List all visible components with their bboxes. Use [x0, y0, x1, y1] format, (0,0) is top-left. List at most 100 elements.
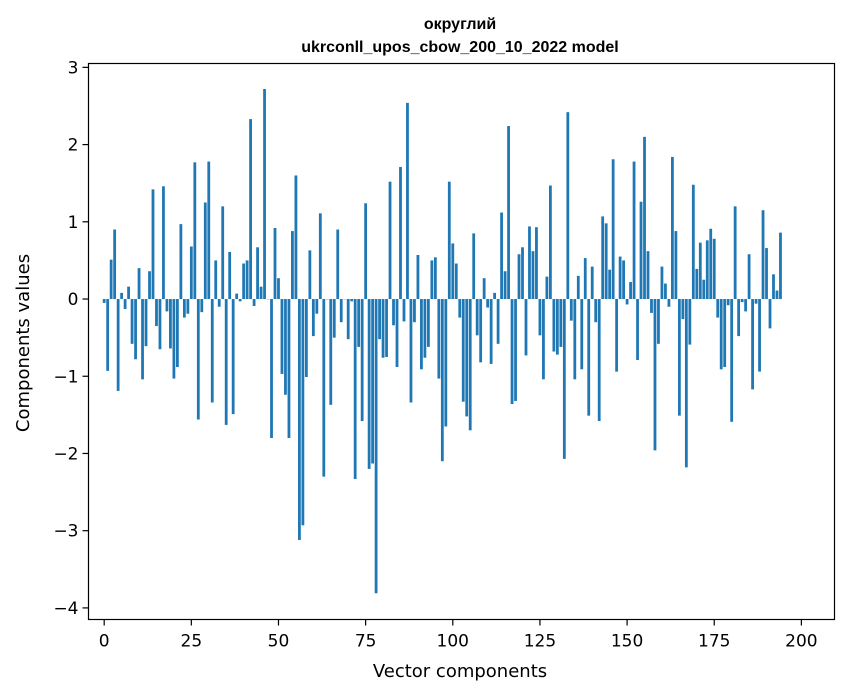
- bar-54: [291, 231, 294, 300]
- x-tick-label: 150: [611, 632, 643, 652]
- bar-181: [733, 206, 737, 300]
- bar-171: [698, 242, 702, 300]
- bar-110: [486, 299, 490, 308]
- bar-105: [468, 299, 472, 431]
- bar-27: [196, 299, 200, 420]
- bar-60: [311, 299, 315, 337]
- bar-103: [461, 299, 465, 402]
- bar-series: [102, 88, 782, 594]
- bar-128: [549, 185, 552, 300]
- bar-158: [653, 299, 657, 451]
- bar-117: [510, 299, 514, 405]
- bar-127: [545, 276, 549, 300]
- bar-122: [528, 226, 531, 300]
- bar-19: [169, 299, 172, 349]
- bar-148: [618, 256, 622, 300]
- y-tick-label: −3: [53, 522, 78, 542]
- bar-74: [360, 299, 364, 422]
- bar-59: [308, 250, 312, 300]
- bar-162: [667, 299, 671, 307]
- y-tick-label: 0: [68, 290, 79, 310]
- bar-157: [650, 299, 653, 313]
- bar-139: [587, 299, 591, 416]
- bar-179: [726, 299, 730, 306]
- bar-185: [747, 254, 751, 300]
- bar-153: [636, 299, 639, 361]
- bar-18: [165, 299, 169, 312]
- bar-52: [284, 299, 287, 395]
- bar-7: [127, 286, 130, 300]
- bar-28: [200, 299, 204, 313]
- bar-38: [235, 293, 239, 300]
- bar-123: [531, 251, 535, 300]
- bar-37: [231, 299, 235, 415]
- bar-44: [256, 247, 259, 300]
- bar-14: [151, 189, 155, 300]
- bar-114: [500, 212, 503, 300]
- bar-168: [688, 299, 692, 345]
- bar-13: [148, 271, 151, 300]
- bar-187: [754, 299, 758, 304]
- bar-6: [123, 299, 127, 310]
- bar-150: [625, 299, 629, 305]
- bar-108: [479, 299, 483, 363]
- bar-88: [409, 299, 413, 403]
- bar-99: [447, 181, 451, 300]
- bar-163: [671, 156, 674, 300]
- bar-1: [106, 299, 110, 371]
- bar-151: [629, 282, 632, 300]
- bar-16: [158, 299, 162, 350]
- bar-169: [691, 184, 695, 300]
- y-tick-label: 3: [68, 58, 79, 78]
- bar-22: [179, 224, 183, 300]
- bar-40: [242, 263, 246, 300]
- x-tick-label: 125: [524, 632, 556, 652]
- bar-186: [751, 299, 754, 390]
- bar-34: [221, 206, 225, 300]
- y-tick-label: −1: [53, 367, 78, 387]
- bar-176: [716, 299, 720, 318]
- bar-46: [263, 88, 266, 300]
- bar-91: [420, 299, 423, 370]
- bar-98: [444, 299, 448, 427]
- chart-title-line2: ukrconll_upos_cbow_200_10_2022 model: [301, 39, 618, 56]
- bar-8: [130, 299, 134, 344]
- bar-165: [677, 299, 681, 416]
- bar-132: [562, 299, 566, 459]
- bar-80: [381, 299, 385, 358]
- bar-143: [601, 216, 605, 300]
- bar-17: [162, 186, 165, 300]
- bar-188: [758, 299, 761, 372]
- bar-81: [385, 299, 388, 357]
- bar-21: [176, 299, 179, 367]
- bar-58: [304, 299, 308, 378]
- bar-83: [392, 299, 395, 326]
- bar-36: [228, 251, 232, 300]
- bar-177: [719, 299, 723, 370]
- bar-55: [294, 175, 298, 300]
- bar-94: [430, 260, 434, 300]
- bar-175: [712, 238, 716, 300]
- bar-45: [259, 286, 263, 300]
- bar-173: [705, 240, 709, 300]
- bar-32: [214, 260, 218, 300]
- bar-51: [280, 299, 284, 374]
- bar-144: [604, 223, 608, 300]
- bar-65: [329, 299, 333, 405]
- bar-24: [186, 299, 190, 314]
- bar-39: [238, 299, 242, 302]
- bar-190: [765, 248, 768, 300]
- bar-189: [761, 210, 765, 300]
- bar-95: [433, 257, 437, 300]
- bar-57: [301, 299, 305, 526]
- bar-72: [353, 299, 357, 479]
- bar-183: [740, 299, 744, 303]
- bar-56: [298, 299, 301, 540]
- bar-50: [277, 278, 280, 300]
- y-axis-label: Components values: [13, 254, 34, 432]
- bar-30: [207, 161, 211, 300]
- bar-133: [566, 112, 570, 300]
- bar-184: [744, 299, 747, 312]
- bar-130: [555, 299, 559, 355]
